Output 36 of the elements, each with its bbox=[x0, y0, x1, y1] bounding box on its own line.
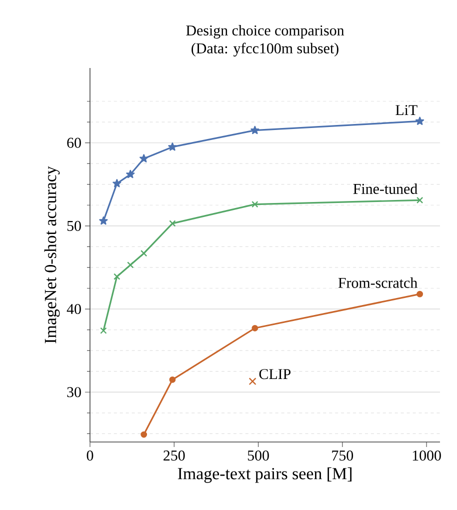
point bbox=[100, 327, 107, 334]
point bbox=[169, 376, 176, 383]
point bbox=[252, 324, 258, 332]
x-tick-label: 250 bbox=[164, 450, 185, 461]
point bbox=[416, 196, 424, 204]
x-tick-label: 0 bbox=[86, 450, 94, 461]
point bbox=[252, 200, 258, 208]
y-tick-label: 50 bbox=[67, 220, 81, 231]
point bbox=[140, 431, 148, 438]
point bbox=[169, 220, 176, 227]
x-tick-label: 750 bbox=[332, 450, 354, 461]
series-label: From-scratch bbox=[338, 277, 418, 288]
y-axis-title: ImageNet 0-shot accuracy bbox=[44, 166, 60, 344]
chart-title: Design choice comparison bbox=[186, 24, 344, 39]
series-label: Fine-tuned bbox=[353, 183, 418, 194]
point bbox=[416, 116, 424, 125]
point bbox=[99, 216, 108, 225]
point bbox=[112, 179, 122, 188]
x-tick-label: 500 bbox=[248, 450, 269, 461]
x-axis-title: Image-text pairs seen [M] bbox=[178, 467, 352, 483]
y-tick-label: 30 bbox=[67, 387, 81, 398]
x-tick-label: 1000 bbox=[412, 450, 441, 461]
point bbox=[114, 273, 120, 280]
y-tick-label: 40 bbox=[66, 304, 81, 314]
point bbox=[140, 250, 148, 257]
point bbox=[416, 290, 423, 298]
point bbox=[140, 154, 148, 162]
point bbox=[168, 142, 177, 151]
chart-subtitle: (Data: yfcc100m subset) bbox=[192, 42, 338, 57]
point bbox=[127, 262, 134, 268]
series-label: LiT bbox=[396, 105, 418, 116]
y-tick-label: 60 bbox=[67, 138, 81, 148]
series-label: CLIP bbox=[259, 369, 291, 380]
point bbox=[248, 378, 256, 386]
point bbox=[126, 170, 135, 178]
point bbox=[250, 126, 260, 134]
